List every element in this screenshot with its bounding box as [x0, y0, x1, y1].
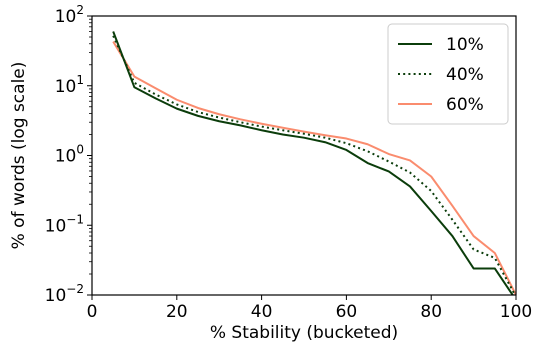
x-axis-label: % Stability (bucketed) [210, 323, 398, 343]
y-axis-label: % of words (log scale) [9, 62, 29, 250]
x-tick-label: 0 [87, 302, 98, 322]
legend: 10% 40% 60% [387, 23, 509, 125]
legend-label: 60% [446, 95, 484, 115]
y-tick-exponent: 2 [76, 3, 84, 17]
x-tick-label: 40 [251, 302, 273, 322]
y-tick-base: 10 [45, 216, 67, 236]
x-axis: 0 20 40 60 80 100 [87, 295, 532, 322]
y-tick-base: 10 [55, 77, 77, 97]
legend-box [387, 23, 509, 125]
x-tick-label: 100 [500, 302, 532, 322]
series-layer [112, 31, 516, 295]
y-tick-label: 102 [55, 3, 84, 27]
y-tick-label: 10−2 [45, 282, 84, 306]
series-line-40-percent [112, 35, 516, 295]
legend-label: 10% [446, 35, 484, 55]
y-tick-base: 10 [55, 147, 77, 167]
y-tick-exponent: 1 [76, 73, 84, 87]
y-tick-exponent: 0 [76, 143, 84, 157]
x-tick-label: 60 [336, 302, 358, 322]
y-tick-label: 101 [55, 73, 84, 97]
legend-label: 40% [446, 65, 484, 85]
x-tick-label: 20 [166, 302, 188, 322]
y-tick-label: 100 [55, 143, 84, 167]
y-tick-exponent: −1 [66, 212, 84, 226]
series-line-60-percent [112, 41, 516, 295]
y-tick-label: 10−1 [45, 212, 84, 236]
x-tick-label: 80 [420, 302, 442, 322]
y-tick-exponent: −2 [66, 282, 84, 296]
y-tick-base: 10 [55, 7, 77, 27]
series-line-10-percent [112, 31, 514, 295]
y-tick-base: 10 [45, 286, 67, 306]
